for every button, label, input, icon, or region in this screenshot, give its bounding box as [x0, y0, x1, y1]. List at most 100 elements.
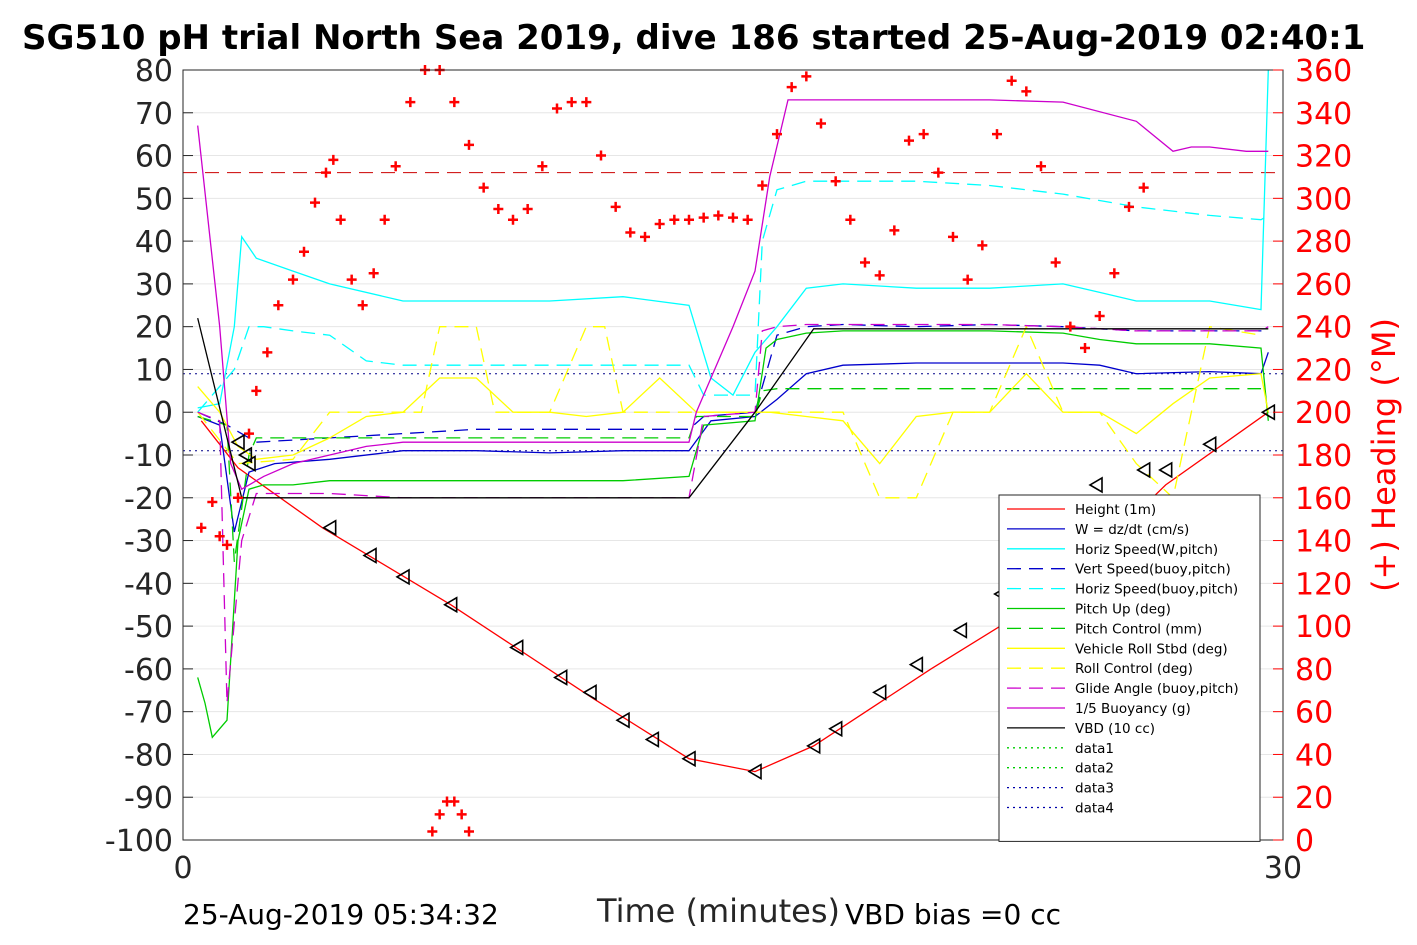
heading-marker	[904, 135, 914, 146]
y-tick-label: 70	[135, 97, 173, 132]
series-line-10	[197, 99, 1269, 491]
x-ticks: 0 30	[173, 830, 1302, 886]
x-tick-label: 30	[1264, 851, 1302, 886]
y-tick-label: -60	[124, 653, 173, 688]
triangle-marker	[582, 684, 597, 701]
heading-marker	[1006, 75, 1017, 86]
legend-label: VBD (10 cc)	[1075, 721, 1155, 737]
heading-marker	[427, 826, 438, 837]
heading-marker	[1080, 343, 1090, 354]
heading-marker	[830, 176, 841, 187]
heading-marker	[933, 167, 944, 178]
y-tick-label: 50	[135, 182, 173, 217]
series-line-1	[197, 352, 1269, 533]
y-tick-label: 0	[154, 396, 173, 431]
y2-tick-label: 120	[1295, 567, 1352, 602]
heading-marker	[434, 809, 445, 820]
triangle-marker	[872, 684, 887, 701]
x-tick-label: 0	[173, 851, 192, 886]
legend-label: data1	[1075, 741, 1114, 757]
heading-marker	[464, 826, 474, 837]
y2-tick-label: 40	[1295, 738, 1333, 773]
heading-marker	[977, 240, 988, 251]
y2-tick-label: 260	[1295, 268, 1352, 303]
heading-marker	[299, 246, 309, 257]
heading-marker	[405, 97, 416, 108]
triangle-marker	[1088, 476, 1103, 494]
y2-tick-label: 200	[1295, 396, 1352, 431]
legend-label: Glide Angle (buoy,pitch)	[1075, 681, 1239, 697]
reference-lines	[183, 172, 1283, 452]
series-line-5	[197, 330, 1269, 739]
legend-label: W = dz/dt (cm/s)	[1075, 522, 1189, 538]
heading-marker	[456, 809, 467, 820]
legend-label: data3	[1075, 781, 1114, 797]
heading-marker	[233, 492, 243, 503]
y2-tick-label: 100	[1295, 610, 1352, 645]
legend-label: Vert Speed(buoy,pitch)	[1075, 562, 1231, 578]
x-axis-label: Time (minutes)	[597, 892, 840, 930]
heading-marker	[566, 97, 577, 108]
heading-marker	[669, 214, 680, 225]
triangle-marker	[952, 621, 968, 639]
heading-marker	[918, 129, 929, 140]
heading-marker	[346, 274, 357, 285]
heading-marker	[654, 219, 665, 229]
y-tick-label: 30	[135, 268, 173, 303]
y-tick-label: -100	[105, 824, 173, 859]
footer-vbd-bias: VBD bias =0 cc	[845, 898, 1061, 931]
triangle-marker	[908, 656, 924, 674]
heading-marker	[1094, 310, 1105, 321]
heading-marker	[508, 214, 518, 225]
legend-label: Horiz Speed(W,pitch)	[1075, 542, 1218, 558]
heading-marker	[772, 129, 782, 140]
heading-marker	[698, 212, 709, 223]
y2-tick-label: 60	[1295, 696, 1333, 731]
y-tick-label: 60	[135, 140, 173, 175]
heading-marker	[1065, 321, 1076, 332]
heading-marker	[1021, 86, 1032, 97]
footer-date: 25-Aug-2019 05:34:32	[183, 898, 499, 931]
heading-marker	[493, 204, 504, 215]
heading-marker	[948, 231, 958, 242]
series-line-6	[197, 388, 1261, 562]
y-tick-label: 80	[135, 54, 173, 89]
y-tick-label: 40	[135, 225, 173, 260]
heading-marker	[1124, 201, 1134, 212]
heading-marker	[214, 531, 225, 542]
y-ticks-right: 3603403203002802602402202001801601401201…	[1273, 54, 1352, 859]
heading-marker	[816, 118, 826, 129]
y-tick-label: -50	[124, 610, 173, 645]
heading-marker	[262, 347, 273, 358]
triangle-marker	[553, 669, 568, 686]
triangle-marker	[230, 433, 245, 451]
heading-marker	[1138, 182, 1149, 193]
heading-marker	[244, 428, 254, 439]
triangle-marker	[509, 639, 524, 656]
triangle-marker	[237, 446, 253, 464]
series-line-3	[197, 323, 1269, 443]
heading-marker	[1050, 257, 1061, 268]
triangle-marker	[806, 737, 821, 755]
heading-marker	[288, 274, 298, 285]
y2-tick-label: 280	[1295, 225, 1352, 260]
heading-marker	[207, 497, 218, 508]
heading-marker	[860, 257, 870, 268]
heading-marker	[368, 268, 379, 279]
y2-tick-label: 0	[1295, 824, 1314, 859]
heading-marker	[321, 167, 331, 178]
legend-label: data2	[1075, 761, 1114, 777]
y-tick-label: -80	[124, 738, 173, 773]
heading-marker	[962, 274, 973, 285]
heading-marker	[581, 97, 592, 108]
heading-marker	[845, 214, 856, 225]
legend-label: data4	[1075, 801, 1114, 817]
y2-tick-label: 160	[1295, 482, 1352, 517]
y-ticks-left: 80 70 60 50 40 30 20 10 0 -10 -20 -30 -40 -50 -60 -70 -8…	[105, 54, 193, 859]
heading-marker	[335, 214, 346, 225]
triangle-marker	[681, 750, 696, 768]
heading-marker	[992, 129, 1002, 140]
triangle-marker	[362, 547, 377, 564]
heading-marker	[196, 522, 207, 533]
heading-marker	[449, 796, 460, 807]
